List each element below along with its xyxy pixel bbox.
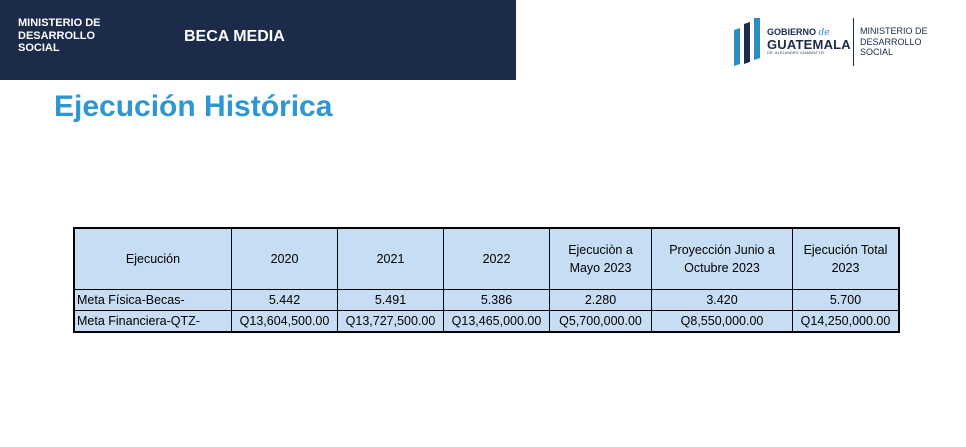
table-cell: Q5,700,000.00 bbox=[549, 310, 652, 333]
column-header: 2022 bbox=[443, 227, 550, 290]
ministry-line: SOCIAL bbox=[18, 42, 60, 54]
ministry-line: MINISTERIO DE bbox=[18, 17, 101, 29]
column-header: Ejecución bbox=[73, 227, 232, 290]
table-cell: 5.700 bbox=[792, 289, 900, 311]
header-banner: MINISTERIO DE DESARROLLO SOCIAL BECA MED… bbox=[0, 0, 516, 80]
page-title: Ejecución Histórica bbox=[54, 90, 333, 123]
logo-ministry-line: DESARROLLO bbox=[860, 36, 922, 47]
logo-subtitle: DR. ALEJANDRO GIAMMATTEI bbox=[767, 51, 825, 55]
logo-ministry-line: MINISTERIO DE bbox=[860, 26, 928, 36]
table-cell: Q13,465,000.00 bbox=[443, 310, 550, 333]
row-label: Meta Financiera-QTZ- bbox=[73, 310, 232, 333]
table-row: Meta Financiera-QTZ- Q13,604,500.00 Q13,… bbox=[73, 310, 900, 333]
de-text: de bbox=[818, 28, 830, 38]
gobierno-guatemala-wordmark: GOBIERNO de GUATEMALA DR. ALEJANDRO GIAM… bbox=[767, 27, 851, 55]
ministry-line: DESARROLLO bbox=[18, 29, 95, 42]
table-cell: 5.386 bbox=[443, 289, 550, 311]
execution-table: Ejecución 2020 2021 2022 Ejecuciòn a May… bbox=[73, 227, 900, 333]
table-cell: Q14,250,000.00 bbox=[792, 310, 900, 333]
guatemala-logo-icon bbox=[734, 18, 760, 66]
column-header: 2020 bbox=[231, 227, 338, 290]
logo-divider bbox=[853, 18, 854, 66]
logo-ministry-name: MINISTERIO DE DESARROLLO SOCIAL bbox=[860, 26, 928, 58]
government-logo: GOBIERNO de GUATEMALA DR. ALEJANDRO GIAM… bbox=[732, 18, 952, 68]
table-cell: 3.420 bbox=[651, 289, 793, 311]
column-header: 2021 bbox=[337, 227, 444, 290]
table-row: Meta Física-Becas- 5.442 5.491 5.386 2.2… bbox=[73, 289, 900, 311]
table-cell: Q13,727,500.00 bbox=[337, 310, 444, 333]
guatemala-text: GUATEMALA bbox=[767, 37, 851, 52]
program-title: BECA MEDIA bbox=[184, 28, 285, 45]
logo-ministry-line: SOCIAL bbox=[860, 47, 894, 57]
column-header: Ejecuciòn a Mayo 2023 bbox=[549, 227, 652, 290]
gobierno-text: GOBIERNO bbox=[767, 27, 817, 37]
column-header: Ejecución Total 2023 bbox=[792, 227, 900, 290]
table-cell: 5.442 bbox=[231, 289, 338, 311]
table-cell: Q8,550,000.00 bbox=[651, 310, 793, 333]
table-header-row: Ejecución 2020 2021 2022 Ejecuciòn a May… bbox=[73, 227, 900, 290]
column-header: Proyección Junio a Octubre 2023 bbox=[651, 227, 793, 290]
ministry-name: MINISTERIO DE DESARROLLO SOCIAL bbox=[18, 17, 101, 55]
table-cell: Q13,604,500.00 bbox=[231, 310, 338, 333]
table-cell: 5.491 bbox=[337, 289, 444, 311]
table-cell: 2.280 bbox=[549, 289, 652, 311]
row-label: Meta Física-Becas- bbox=[73, 289, 232, 311]
